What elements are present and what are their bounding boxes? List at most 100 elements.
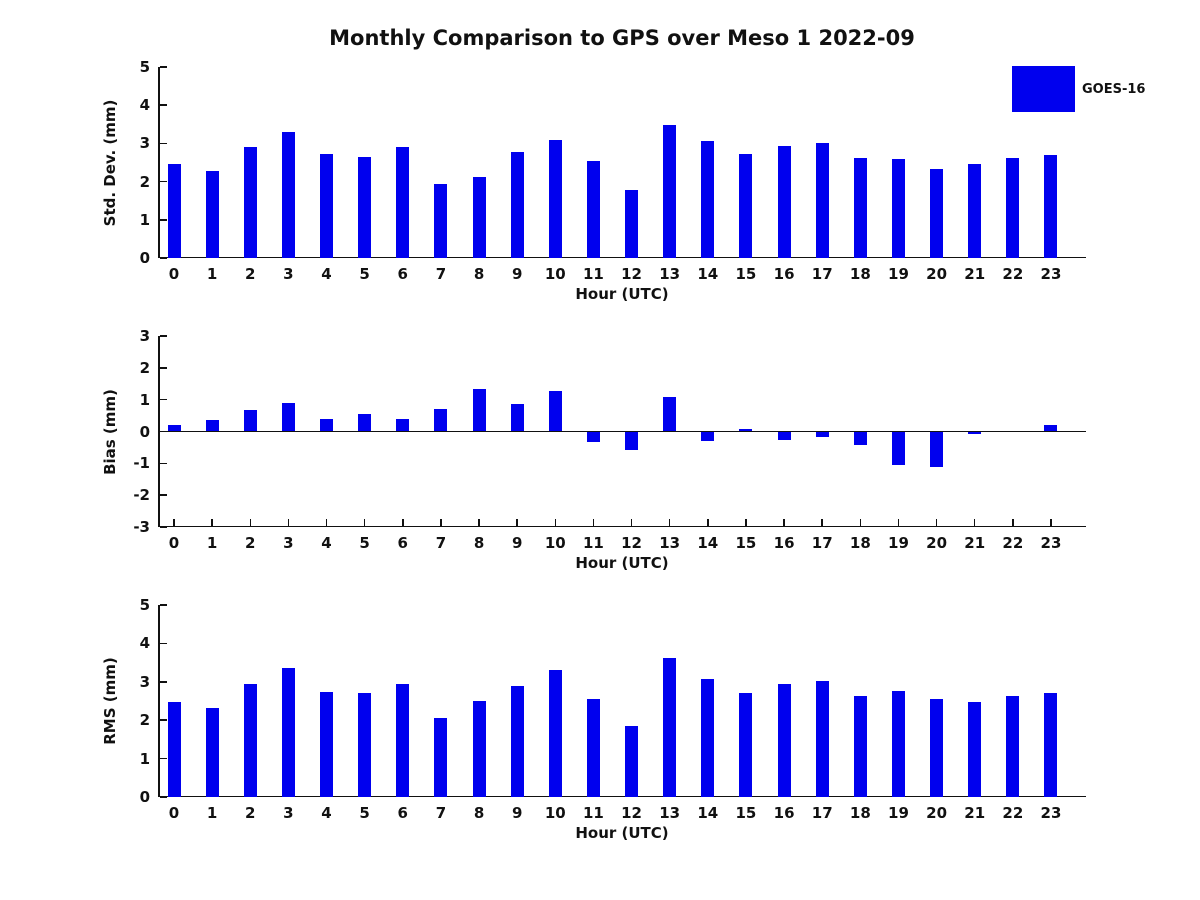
y-tick — [159, 257, 167, 259]
x-tick-label: 9 — [511, 804, 523, 822]
y-tick-label: 1 — [139, 390, 150, 409]
bar-goes-16-hour-1 — [205, 170, 219, 258]
x-tick — [211, 518, 213, 526]
x-tick-label: 7 — [435, 534, 447, 552]
bar-goes-16-hour-23 — [1044, 693, 1058, 797]
x-tick — [935, 518, 938, 526]
bar-goes-16-hour-7 — [434, 718, 448, 797]
x-tick-label: 11 — [582, 804, 604, 822]
x-tick-label: 13 — [659, 534, 681, 552]
bar-goes-16-hour-11 — [586, 431, 600, 442]
x-tick-label: 10 — [544, 265, 566, 283]
bar-goes-16-hour-0 — [167, 425, 181, 432]
x-tick-label: 7 — [435, 265, 447, 283]
x-tick-label: 15 — [735, 804, 757, 822]
x-tick-label: 19 — [888, 265, 909, 283]
bar-goes-16-hour-13 — [663, 124, 677, 258]
y-tick-label: 3 — [139, 134, 150, 153]
bar-goes-16-hour-15 — [739, 693, 753, 797]
x-tick — [554, 518, 557, 526]
x-tick-label: 3 — [283, 534, 294, 552]
x-tick-label: 8 — [473, 804, 485, 822]
legend-swatch-goes16 — [1012, 66, 1075, 112]
bar-goes-16-hour-3 — [281, 403, 295, 432]
x-tick-label: 0 — [168, 804, 180, 822]
x-tick-label: 17 — [811, 534, 833, 552]
y-tick — [159, 604, 167, 606]
bar-goes-16-hour-12 — [625, 190, 639, 258]
bar-goes-16-hour-5 — [358, 413, 372, 432]
y-tick-label: 2 — [139, 172, 150, 191]
bar-goes-16-hour-10 — [548, 669, 562, 797]
bar-goes-16-hour-5 — [358, 157, 372, 258]
y-tick — [159, 66, 167, 68]
y-tick-label: 0 — [139, 788, 150, 806]
x-tick-label: 1 — [206, 804, 218, 822]
bar-goes-16-hour-18 — [853, 431, 867, 445]
x-tick-label: 14 — [697, 804, 719, 822]
x-tick-label: 22 — [1002, 534, 1024, 552]
bar-goes-16-hour-14 — [701, 141, 715, 258]
y-tick-label: 4 — [139, 634, 150, 653]
x-axis-spine — [158, 795, 1086, 797]
bar-goes-16-hour-11 — [586, 160, 600, 258]
x-tick-label: 12 — [621, 265, 642, 283]
x-tick — [402, 518, 404, 526]
x-tick — [630, 518, 633, 526]
bar-goes-16-hour-9 — [510, 404, 524, 432]
x-tick-label: 6 — [397, 804, 408, 822]
x-tick-label: 10 — [544, 534, 566, 552]
x-tick-label: 8 — [473, 534, 485, 552]
y-tick — [159, 719, 167, 721]
y-tick — [159, 642, 167, 645]
x-tick-label: 3 — [283, 804, 294, 822]
bar-goes-16-hour-16 — [777, 431, 791, 441]
y-tick-label: -2 — [133, 486, 150, 505]
x-tick-label: 23 — [1040, 804, 1062, 822]
bar-goes-16-hour-12 — [625, 431, 639, 450]
x-tick-label: 21 — [964, 534, 986, 552]
bar-goes-16-hour-11 — [586, 699, 600, 797]
bar-goes-16-hour-17 — [815, 431, 829, 437]
x-tick-label: 20 — [926, 804, 948, 822]
x-axis-label-bias: Hour (UTC) — [575, 554, 669, 572]
y-tick — [159, 757, 167, 760]
bar-goes-16-hour-15 — [739, 429, 753, 432]
x-tick-label: 17 — [811, 265, 833, 283]
bar-goes-16-hour-17 — [815, 681, 829, 797]
x-tick-label: 20 — [926, 265, 948, 283]
x-tick — [287, 518, 290, 526]
y-tick — [159, 681, 167, 683]
bar-goes-16-hour-13 — [663, 397, 677, 432]
bar-goes-16-hour-7 — [434, 409, 448, 432]
x-tick-label: 22 — [1002, 265, 1024, 283]
y-tick — [159, 104, 167, 106]
y-tick-label: 1 — [139, 749, 150, 768]
x-tick-label: 14 — [697, 265, 719, 283]
x-tick — [859, 518, 862, 526]
x-tick-label: 8 — [473, 265, 485, 283]
y-tick — [159, 367, 167, 369]
x-tick-label: 0 — [168, 534, 180, 552]
bar-goes-16-hour-20 — [930, 431, 944, 467]
x-tick — [821, 518, 823, 526]
x-tick-label: 23 — [1040, 265, 1062, 283]
x-tick-label: 1 — [206, 265, 218, 283]
bar-goes-16-hour-21 — [968, 702, 982, 797]
y-tick-label: 2 — [139, 358, 150, 377]
bar-goes-16-hour-13 — [663, 657, 677, 797]
x-tick-label: 0 — [168, 265, 180, 283]
legend: GOES-16 — [1012, 66, 1145, 112]
x-tick-label: 21 — [964, 265, 986, 283]
x-tick-label: 5 — [359, 265, 370, 283]
x-tick-label: 5 — [359, 534, 370, 552]
x-tick-label: 9 — [511, 265, 523, 283]
y-tick — [159, 142, 167, 145]
y-tick-label: 0 — [139, 249, 150, 267]
bar-goes-16-hour-3 — [281, 131, 295, 258]
bar-goes-16-hour-2 — [243, 409, 257, 432]
bar-goes-16-hour-5 — [358, 693, 372, 797]
bar-goes-16-hour-10 — [548, 391, 562, 432]
x-tick-label: 19 — [888, 804, 909, 822]
bar-goes-16-hour-19 — [891, 159, 905, 258]
